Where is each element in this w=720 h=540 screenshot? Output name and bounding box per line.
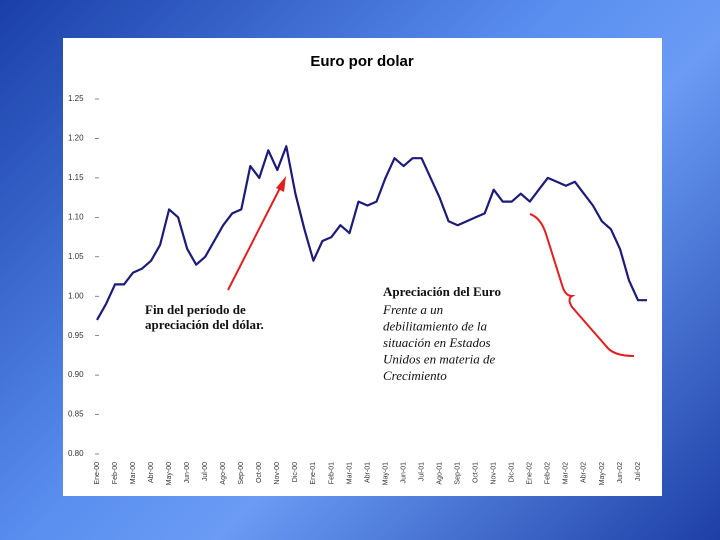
x-tick-label: Mar-02 xyxy=(563,462,570,484)
y-tick-label: 0.80 xyxy=(68,449,84,458)
x-tick-label: Abr-00 xyxy=(148,462,155,483)
x-tick-label: Oct-01 xyxy=(473,462,480,483)
annotation: situación en Estados xyxy=(383,335,491,350)
x-tick-label: Nov-01 xyxy=(491,462,498,485)
x-tick-label: Nov-00 xyxy=(274,462,281,485)
x-tick-label: Sep-00 xyxy=(238,462,245,485)
x-tick-label: Dic-00 xyxy=(292,462,299,482)
annotation: apreciación del dólar. xyxy=(145,317,264,332)
y-tick-label: 1.15 xyxy=(68,173,84,182)
annotation-title: Apreciación del Euro xyxy=(383,284,501,299)
annotation: Unidos en materia de xyxy=(383,351,496,366)
x-tick-label: Feb-02 xyxy=(545,462,552,484)
x-tick-label: Ene-01 xyxy=(310,462,317,485)
annotation: Frente a un xyxy=(382,302,443,317)
x-tick-label: Feb-00 xyxy=(112,462,119,484)
x-tick-label: Feb-01 xyxy=(328,462,335,484)
x-tick-label: Sep-01 xyxy=(454,462,461,485)
chart-area xyxy=(63,38,662,496)
annotation: Crecimiento xyxy=(383,368,447,383)
x-tick-label: Abr-02 xyxy=(581,462,588,483)
x-tick-label: Ene-00 xyxy=(94,462,101,485)
x-tick-label: May-01 xyxy=(382,462,389,485)
annotation: Fin del período de xyxy=(145,302,246,317)
annotation: debilitamiento de la xyxy=(383,318,487,333)
bracket xyxy=(529,213,635,357)
x-tick-label: Mar-01 xyxy=(346,462,353,484)
x-tick-label: Jul-00 xyxy=(202,462,209,481)
line-series xyxy=(96,145,647,321)
x-tick-label: May-00 xyxy=(166,462,173,485)
arrow-head xyxy=(276,176,286,192)
x-tick-label: Ene-02 xyxy=(527,462,534,485)
x-tick-label: Jul-01 xyxy=(418,462,425,481)
x-tick-label: Oct-00 xyxy=(256,462,263,483)
x-tick-label: Jun-02 xyxy=(617,462,624,484)
x-tick-label: Abr-01 xyxy=(364,462,371,483)
x-tick-label: May-02 xyxy=(599,462,606,485)
y-tick-label: 1.05 xyxy=(68,252,84,261)
x-tick-label: Jun-00 xyxy=(184,462,191,484)
y-tick-label: 1.00 xyxy=(68,291,84,300)
arrow xyxy=(227,185,282,291)
y-tick-label: 0.90 xyxy=(68,370,84,379)
x-tick-label: Jun-01 xyxy=(400,462,407,484)
x-tick-label: Dic-01 xyxy=(509,462,516,482)
x-tick-label: Ago-01 xyxy=(436,462,443,485)
x-tick-label: Mar-00 xyxy=(130,462,137,484)
y-tick-label: 0.85 xyxy=(68,410,84,419)
y-tick-label: 1.20 xyxy=(68,134,84,143)
y-tick-label: 0.95 xyxy=(68,331,84,340)
x-tick-label: Ago-00 xyxy=(220,462,227,485)
y-tick-label: 1.25 xyxy=(68,94,84,103)
y-tick-label: 1.10 xyxy=(68,212,84,221)
x-tick-label: Jul-02 xyxy=(635,462,642,481)
chart-title: Euro por dolar xyxy=(310,53,414,70)
